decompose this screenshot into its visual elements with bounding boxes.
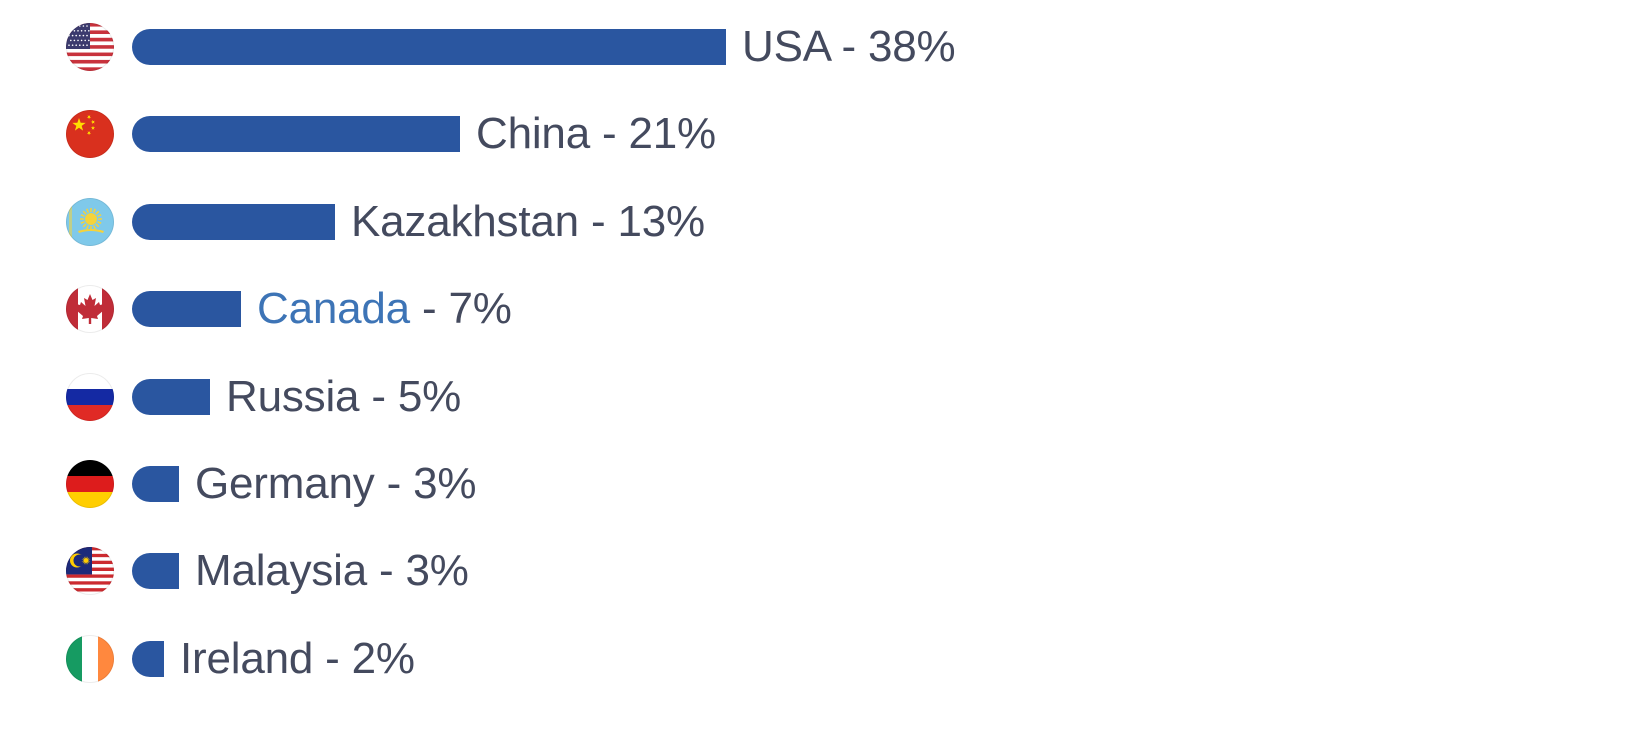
- country-name: Kazakhstan: [351, 196, 579, 246]
- country-name: USA: [742, 22, 830, 71]
- ireland-flag-icon: [66, 634, 114, 683]
- kazakhstan-flag-icon: [66, 197, 114, 246]
- value-label: 21%: [628, 109, 716, 159]
- bar: [132, 203, 335, 240]
- us-flag-icon: [66, 23, 114, 71]
- bar: [132, 291, 241, 328]
- value-label: 5%: [397, 371, 462, 421]
- label-separator: -: [409, 284, 449, 334]
- label-separator: -: [829, 22, 868, 71]
- germany-flag-icon: [66, 460, 114, 508]
- bar: [132, 553, 179, 590]
- value-label: 7%: [448, 284, 512, 334]
- bar-label: USA - 38%: [742, 22, 956, 71]
- bar: [132, 466, 179, 502]
- bar-row-malaysia: Malaysia - 3%: [66, 547, 469, 596]
- canada-flag-icon: [66, 285, 114, 334]
- country-link[interactable]: Canada: [257, 284, 410, 334]
- country-name: Russia: [226, 371, 360, 421]
- bar-label: Malaysia - 3%: [195, 547, 469, 595]
- bar-label: Kazakhstan - 13%: [351, 196, 705, 246]
- label-separator: -: [374, 459, 414, 508]
- bar-label: Germany - 3%: [195, 460, 476, 508]
- bar: [132, 29, 726, 65]
- value-label: 3%: [405, 546, 469, 596]
- bar-label: Ireland - 2%: [180, 633, 415, 683]
- label-separator: -: [313, 633, 352, 683]
- bar: [132, 378, 210, 415]
- country-name: Malaysia: [195, 546, 368, 596]
- label-separator: -: [367, 546, 406, 596]
- bar-row-china: China - 21%: [66, 110, 716, 159]
- bar-row-germany: Germany - 3%: [66, 460, 476, 508]
- malaysia-flag-icon: [66, 547, 114, 596]
- russia-flag-icon: [66, 372, 114, 421]
- label-separator: -: [359, 371, 398, 421]
- bar-row-russia: Russia - 5%: [66, 371, 462, 421]
- country-name: Ireland: [180, 633, 314, 683]
- bar: [132, 116, 460, 153]
- bar-row-ireland: Ireland - 2%: [66, 633, 415, 683]
- label-separator: -: [578, 196, 618, 246]
- bar-row-usa: USA - 38%: [66, 22, 956, 71]
- value-label: 13%: [617, 196, 705, 246]
- china-flag-icon: [66, 110, 114, 159]
- bar: [132, 640, 164, 677]
- value-label: 2%: [351, 633, 415, 683]
- label-separator: -: [589, 109, 629, 159]
- bar-label: Russia - 5%: [226, 371, 462, 421]
- bar-label: Canada - 7%: [257, 285, 512, 333]
- bar-label: China - 21%: [476, 110, 716, 158]
- country-name: China: [476, 109, 590, 159]
- bar-row-canada: Canada - 7%: [66, 285, 512, 334]
- bar-row-kazakhstan: Kazakhstan - 13%: [66, 196, 705, 246]
- value-label: 3%: [413, 459, 477, 508]
- country-name: Germany: [195, 459, 375, 508]
- value-label: 38%: [867, 22, 956, 71]
